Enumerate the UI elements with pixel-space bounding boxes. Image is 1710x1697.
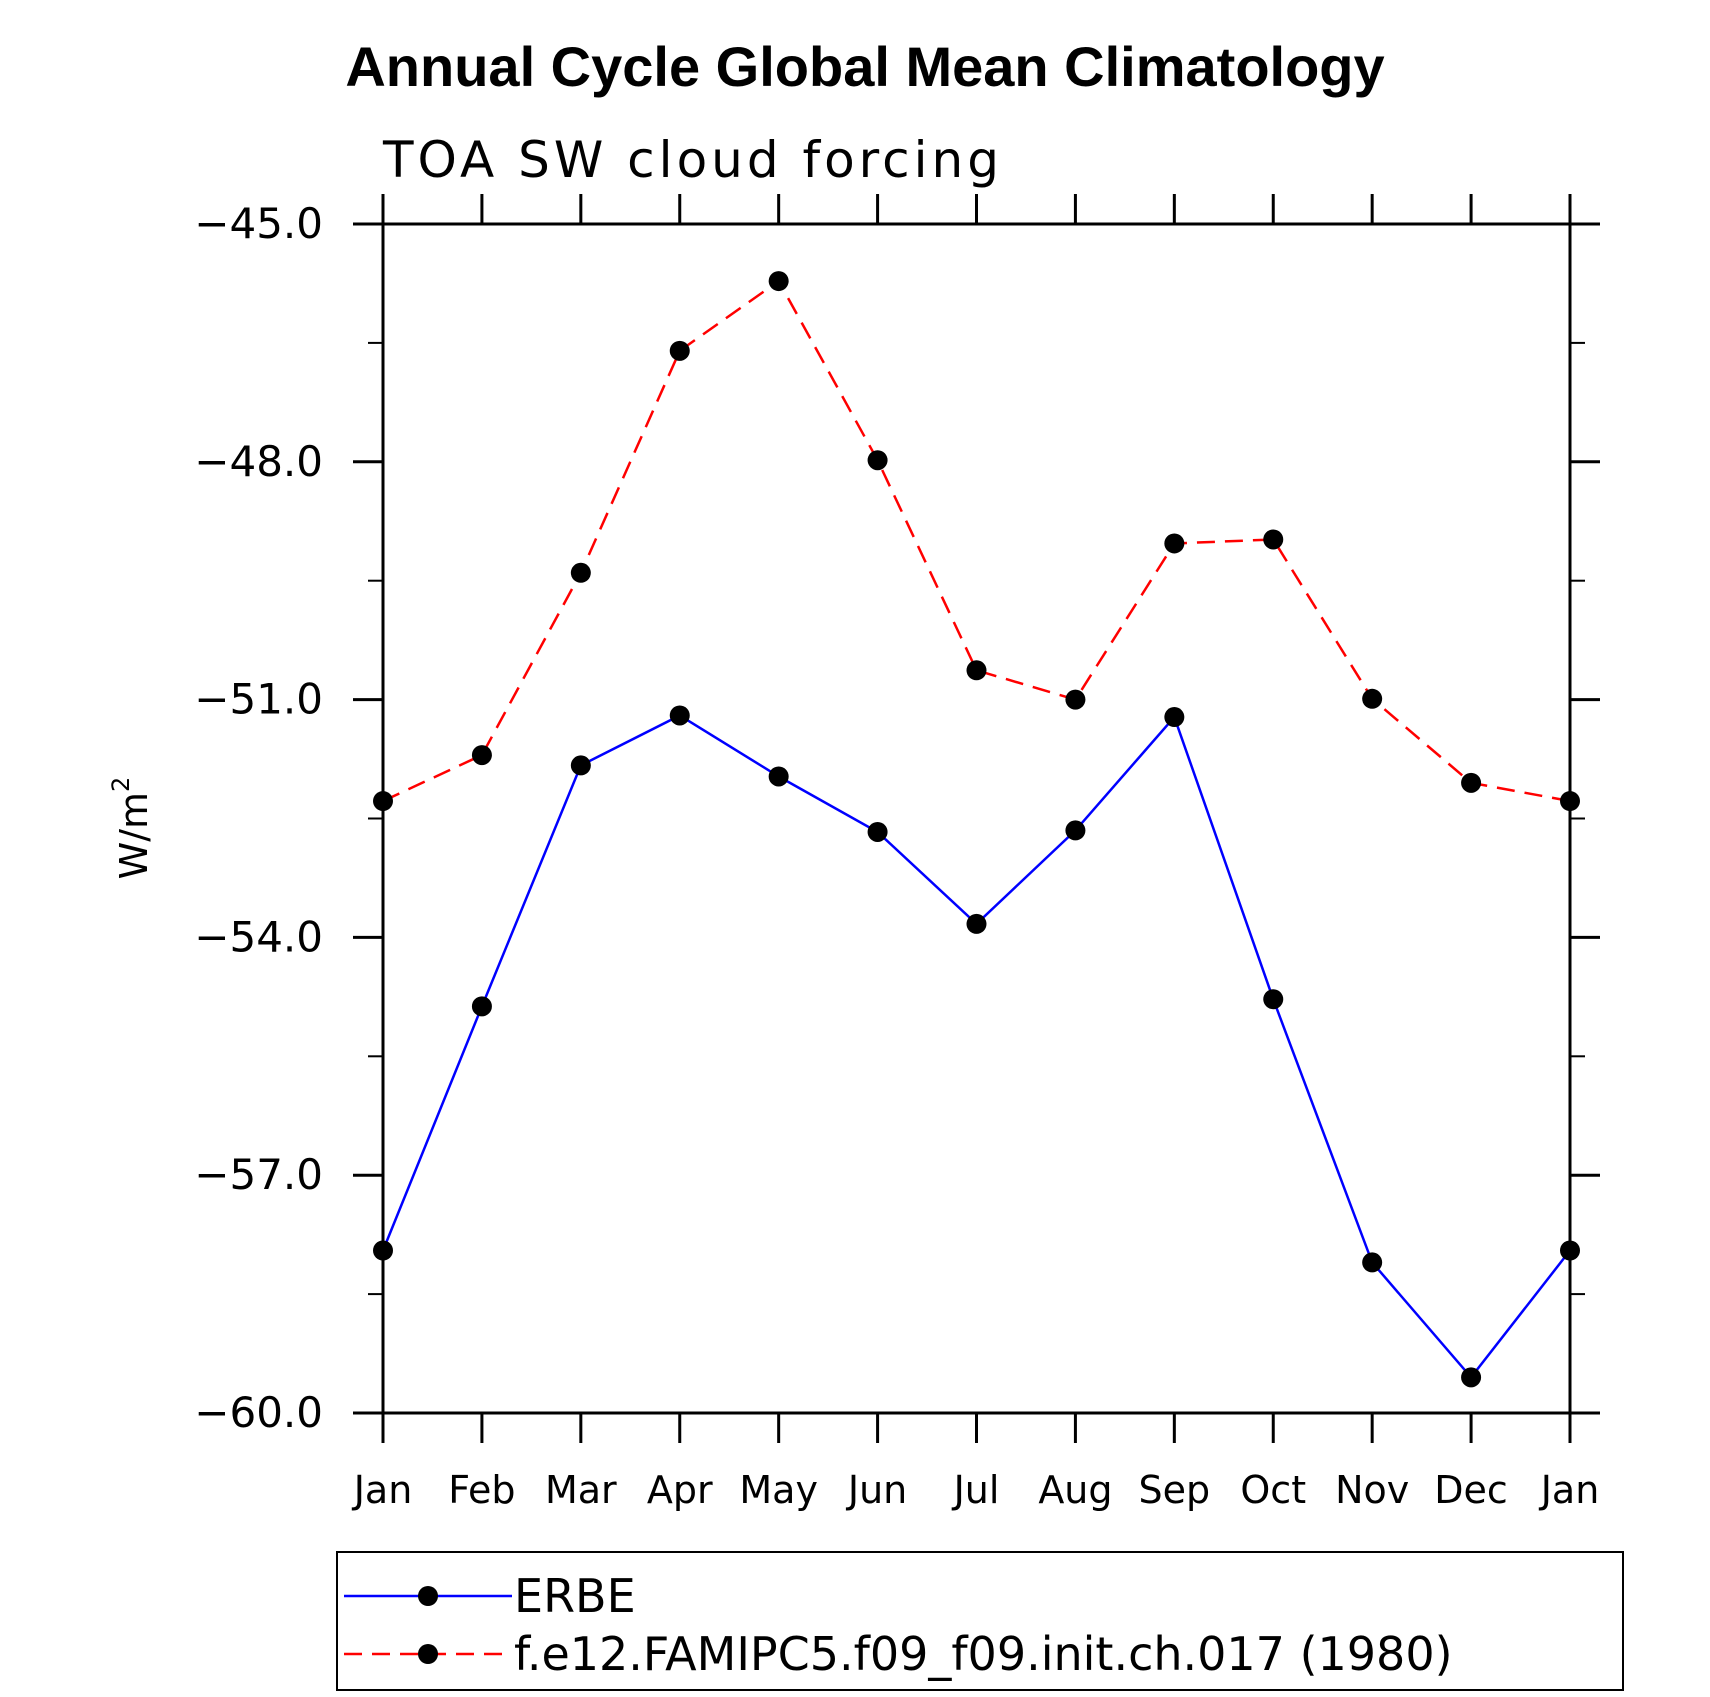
series-0-point xyxy=(1560,1240,1580,1261)
series-line-0 xyxy=(381,714,1571,1380)
chart-title: Annual Cycle Global Mean Climatology xyxy=(345,35,1384,98)
y-axis-label: W/m2 xyxy=(107,777,156,880)
series-1-point xyxy=(966,660,987,681)
series-0-point xyxy=(669,705,690,726)
chart-subtitle: TOA SW cloud forcing xyxy=(382,131,1003,189)
series-1-point xyxy=(1362,688,1383,709)
x-tick-label: Mar xyxy=(545,1468,617,1512)
series-0-point xyxy=(1461,1367,1482,1388)
series-1-point xyxy=(1461,772,1482,793)
plot-frame xyxy=(381,222,1572,1415)
series-1-point xyxy=(867,450,888,471)
legend-box xyxy=(336,1551,1624,1691)
x-tick-label: May xyxy=(739,1468,818,1512)
legend-marker-1 xyxy=(418,1644,438,1664)
series-0-point xyxy=(570,755,591,776)
series-0-point xyxy=(768,766,789,787)
series-1-point xyxy=(1065,689,1086,710)
series-1-point xyxy=(373,791,393,812)
y-tick-label: −57.0 xyxy=(194,1150,323,1199)
x-tick-label: Aug xyxy=(1038,1468,1112,1512)
y-tick-label: −51.0 xyxy=(194,675,323,724)
series-0-point xyxy=(471,996,492,1017)
series-0-point xyxy=(1362,1252,1383,1273)
y-tick-label: −48.0 xyxy=(194,437,323,486)
y-axis-label-base: W/m xyxy=(112,792,156,879)
series-1-point xyxy=(471,745,492,766)
y-axis-label-superscript: 2 xyxy=(107,777,135,792)
y-tick-label: −60.0 xyxy=(194,1388,323,1437)
x-tick-label: Jan xyxy=(352,1468,413,1512)
y-tick-label: −45.0 xyxy=(194,199,323,248)
x-tick-label: Sep xyxy=(1139,1468,1211,1512)
x-tick-label: Feb xyxy=(448,1468,515,1512)
series-1-point xyxy=(1263,529,1284,550)
series-0-point xyxy=(373,1240,393,1261)
x-tick-label: Jan xyxy=(1539,1468,1600,1512)
axis-ticks xyxy=(353,194,1600,1443)
series-line-1 xyxy=(382,279,1571,803)
series-0-point xyxy=(1164,707,1185,728)
legend-label-0: ERBE xyxy=(514,1569,636,1623)
series-1-point xyxy=(768,271,789,292)
series-1-point xyxy=(570,562,591,583)
x-tick-label: Dec xyxy=(1434,1468,1508,1512)
x-tick-label: Apr xyxy=(647,1468,713,1512)
x-tick-label: Jul xyxy=(952,1468,1000,1512)
series-0-point xyxy=(966,913,987,934)
series-1-point xyxy=(669,340,690,361)
legend-label-1: f.e12.FAMIPC5.f09_f09.init.ch.017 (1980) xyxy=(514,1627,1453,1681)
tick-labels: Jan Feb Mar Apr May Jun Jul Aug Sep Oct Nov Dec Jan−… xyxy=(194,199,1599,1512)
series-layer xyxy=(373,271,1580,1388)
y-tick-label: −54.0 xyxy=(194,912,323,961)
legend-marker-0 xyxy=(418,1586,438,1606)
series-0-point xyxy=(1263,989,1284,1010)
x-tick-label: Nov xyxy=(1335,1468,1409,1512)
series-0-point xyxy=(867,821,888,842)
x-tick-label: Oct xyxy=(1240,1468,1306,1512)
series-0-point xyxy=(1065,820,1086,841)
x-tick-label: Jun xyxy=(846,1468,907,1512)
series-1-point xyxy=(1164,533,1185,554)
series-1-point xyxy=(1560,791,1580,812)
